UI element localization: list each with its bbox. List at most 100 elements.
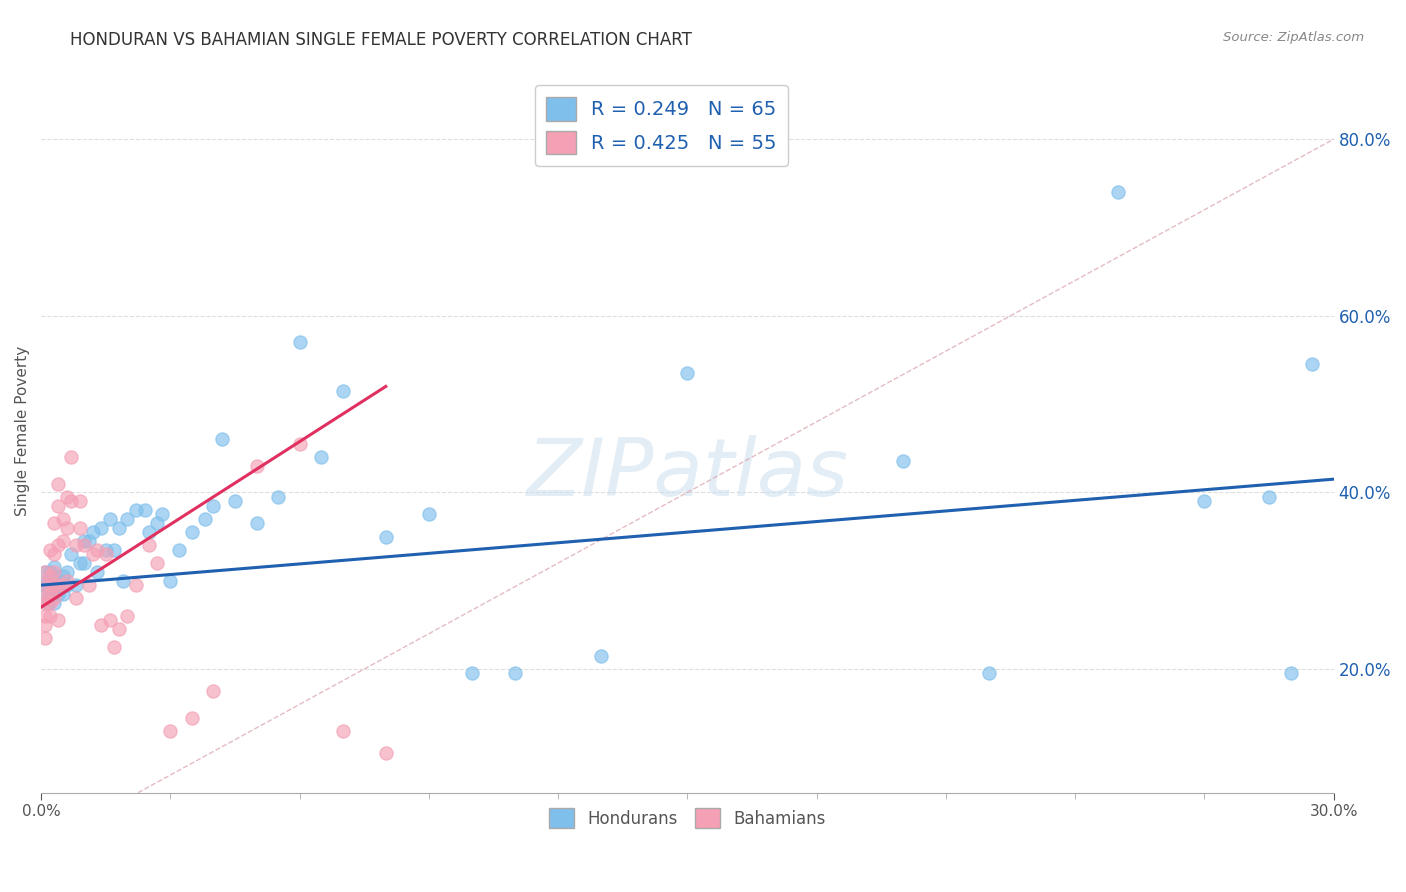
Point [98,512,121,526]
Y-axis label: Single Female Poverty: Single Female Poverty [15,345,30,516]
Point [94,542,117,557]
Point [34,565,56,579]
Point [117,512,139,526]
Point [103,542,125,557]
Point [1194,494,1216,508]
Point [65,538,87,552]
Point [42,569,65,583]
Point [42,596,65,610]
Point [52,587,75,601]
Point [38,578,60,592]
Point [37,596,59,610]
Point [159,723,181,738]
Legend: Hondurans, Bahamians: Hondurans, Bahamians [543,801,832,835]
Point [46,614,69,628]
Point [46,476,69,491]
Point [73,556,96,570]
Point [42,516,65,531]
Point [37,574,59,588]
Point [52,569,75,583]
Point [69,494,91,508]
Point [46,587,69,601]
Point [34,591,56,606]
Point [288,335,311,350]
Point [86,542,108,557]
Point [38,578,60,592]
Point [374,746,396,760]
Point [107,622,129,636]
Point [46,578,69,592]
Point [146,516,169,531]
Point [69,556,91,570]
Point [82,525,104,540]
Point [73,538,96,552]
Point [1107,185,1129,199]
Text: ZIPatlas: ZIPatlas [526,435,848,513]
Point [167,542,190,557]
Point [90,521,112,535]
Point [73,533,96,548]
Point [52,578,75,592]
Point [34,565,56,579]
Point [288,437,311,451]
Point [60,450,83,464]
Point [977,666,1000,681]
Point [56,490,79,504]
Point [42,578,65,592]
Point [46,578,69,592]
Point [34,578,56,592]
Point [134,503,156,517]
Point [146,556,169,570]
Point [125,578,148,592]
Point [60,494,83,508]
Point [245,458,267,473]
Point [125,503,148,517]
Point [267,490,290,504]
Point [374,530,396,544]
Point [42,591,65,606]
Point [65,591,87,606]
Point [332,384,354,398]
Text: Source: ZipAtlas.com: Source: ZipAtlas.com [1223,31,1364,45]
Point [38,565,60,579]
Point [138,538,160,552]
Point [194,512,217,526]
Point [38,542,60,557]
Point [332,723,354,738]
Point [34,609,56,624]
Point [34,587,56,601]
Point [60,547,83,561]
Point [42,587,65,601]
Point [86,565,108,579]
Point [676,366,699,380]
Point [82,547,104,561]
Point [117,609,139,624]
Point [34,596,56,610]
Point [69,521,91,535]
Point [418,508,440,522]
Point [90,618,112,632]
Point [46,538,69,552]
Point [94,547,117,561]
Point [34,618,56,632]
Point [65,578,87,592]
Point [211,433,233,447]
Point [38,569,60,583]
Point [309,450,332,464]
Point [38,609,60,624]
Point [38,587,60,601]
Point [1279,666,1302,681]
Point [42,547,65,561]
Text: HONDURAN VS BAHAMIAN SINGLE FEMALE POVERTY CORRELATION CHART: HONDURAN VS BAHAMIAN SINGLE FEMALE POVER… [70,31,692,49]
Point [56,578,79,592]
Point [34,578,56,592]
Point [138,525,160,540]
Point [245,516,267,531]
Point [180,710,202,724]
Point [77,533,100,548]
Point [1301,357,1323,371]
Point [202,499,225,513]
Point [38,596,60,610]
Point [38,591,60,606]
Point [38,582,60,597]
